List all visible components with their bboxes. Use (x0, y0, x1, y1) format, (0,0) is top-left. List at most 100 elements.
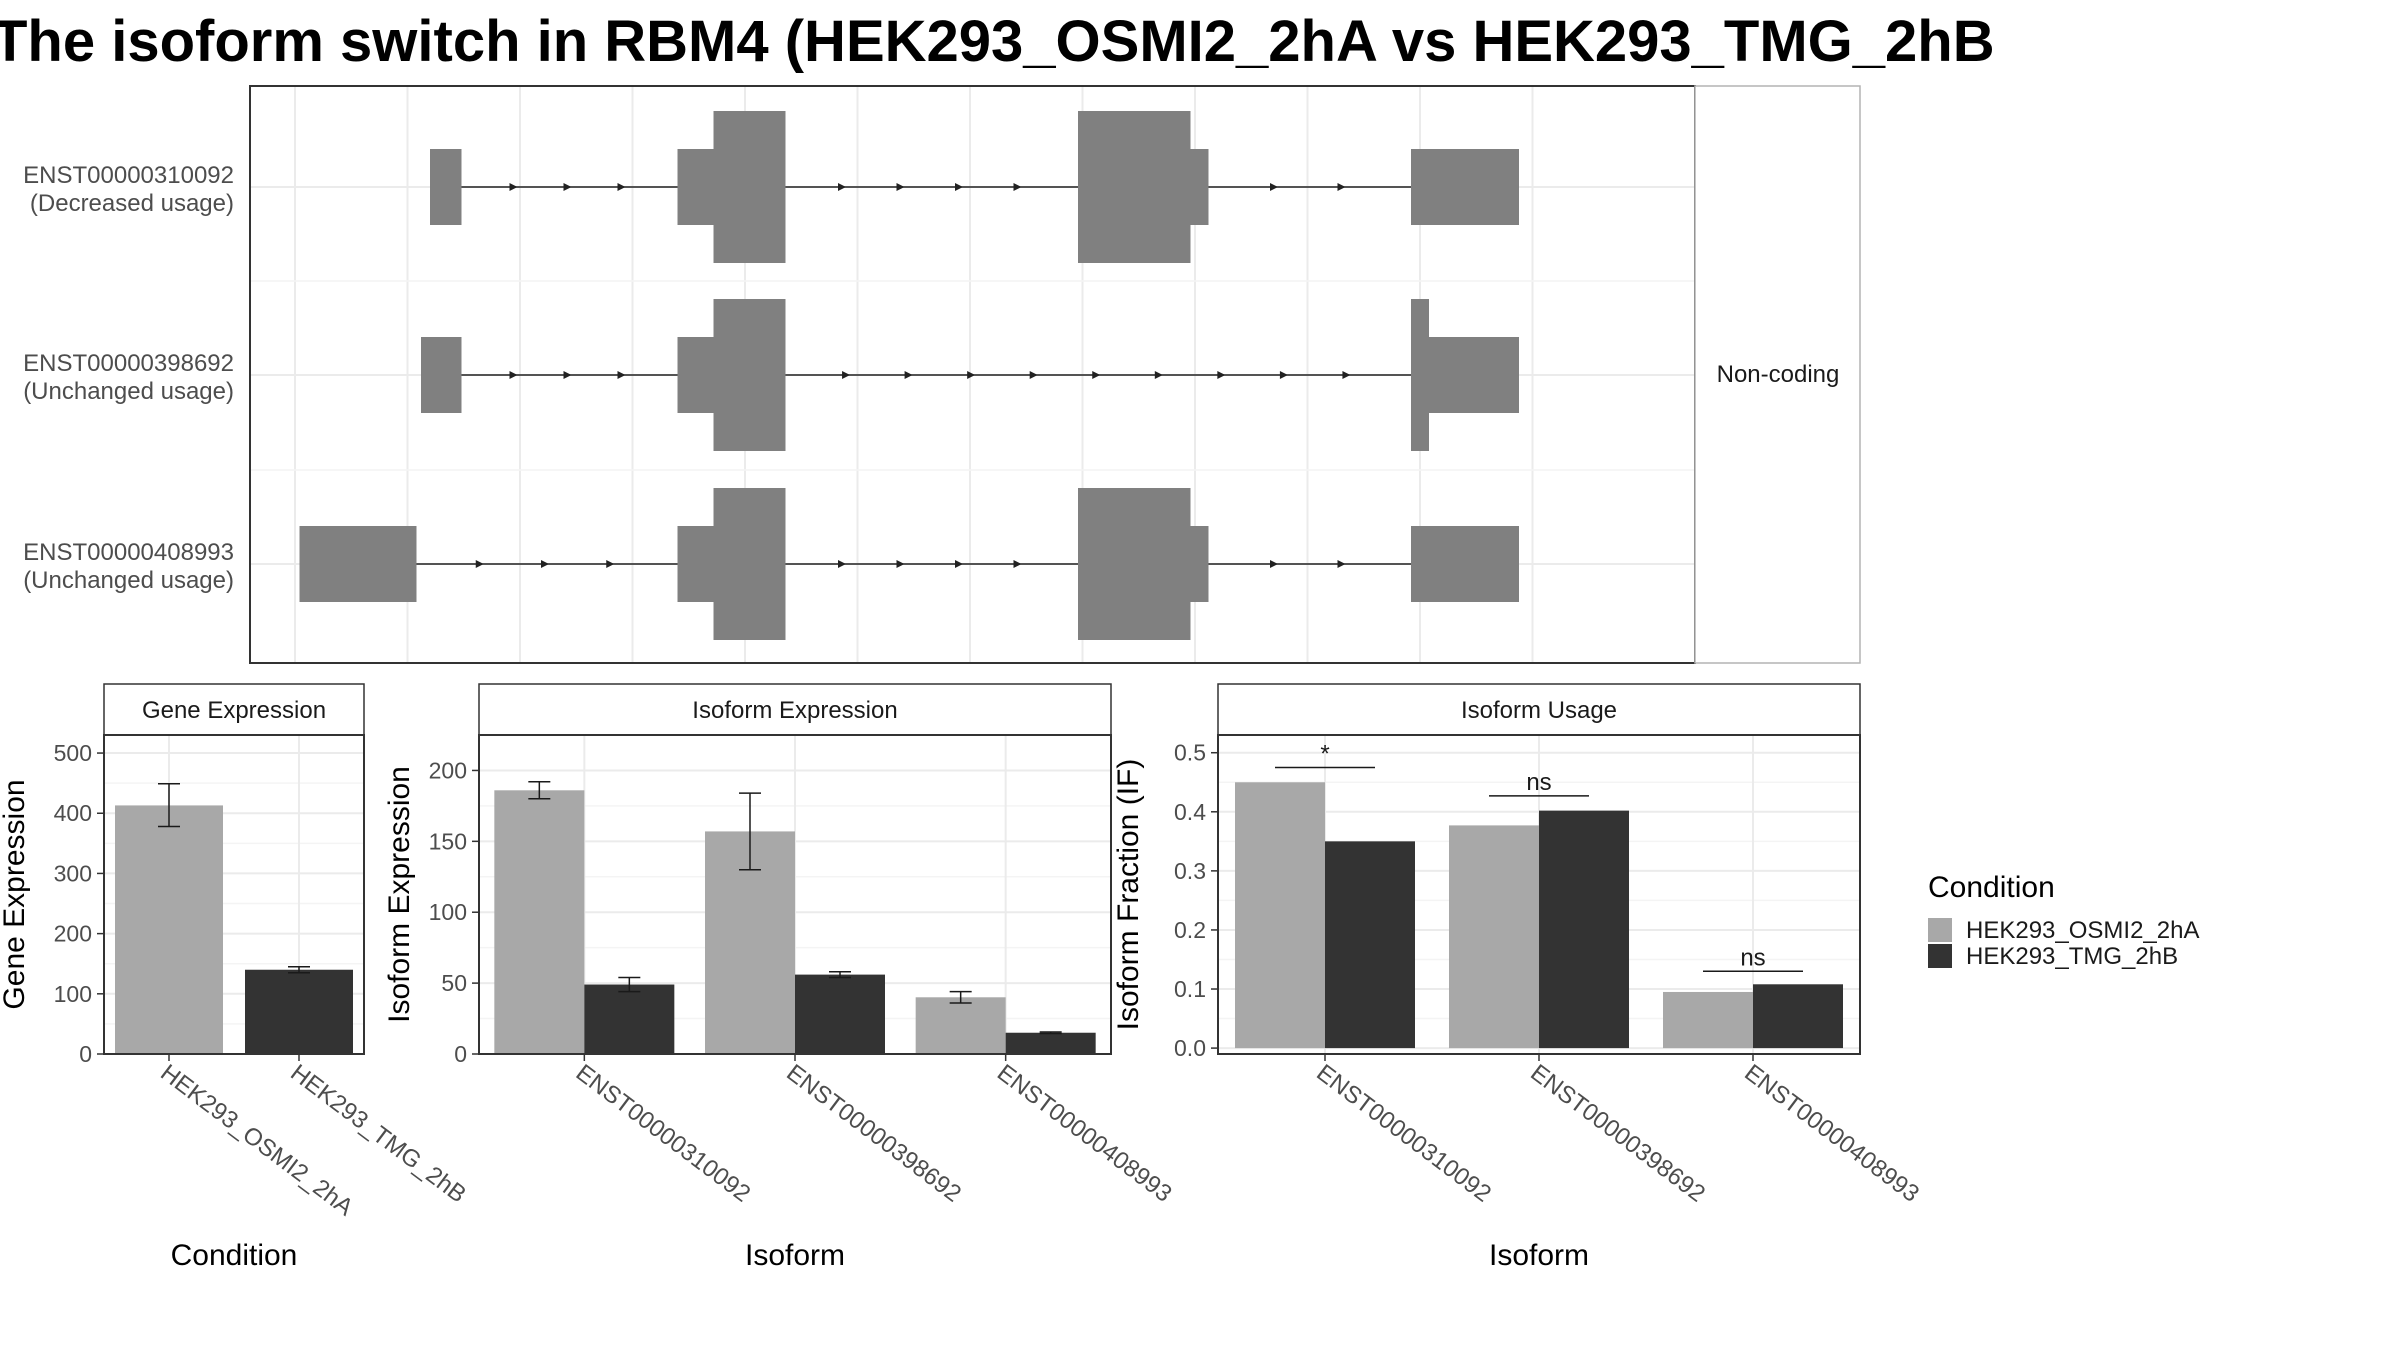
bar (1663, 991, 1753, 1049)
intron-arrow (1270, 183, 1278, 191)
legend-title: Condition (1928, 871, 2055, 904)
intron-arrow (1154, 371, 1163, 379)
legend-label: HEK293_TMG_2hB (1966, 943, 2178, 970)
y-tick-label: 100 (429, 899, 467, 925)
transcript-id-label: ENST00000398692 (23, 350, 234, 377)
bar (1753, 984, 1843, 1049)
legend-swatch (1928, 944, 1952, 968)
intron-arrow (509, 371, 518, 379)
y-axis-title: Gene Expression (0, 779, 31, 1009)
bar (1449, 825, 1539, 1049)
exon-block (1411, 526, 1519, 602)
intron-arrow (1337, 183, 1346, 191)
exon-block (1078, 488, 1191, 640)
intron-arrow (1217, 371, 1226, 379)
intron-arrow (1092, 371, 1101, 379)
bar (115, 805, 223, 1054)
y-tick-label: 0.0 (1174, 1035, 1206, 1061)
y-tick-label: 0 (79, 1041, 92, 1067)
panel-border (478, 734, 1112, 1055)
bar (245, 969, 353, 1054)
exon-block (713, 111, 786, 263)
significance-label: ns (1526, 769, 1551, 796)
intron-arrow (541, 560, 549, 568)
exon-block (677, 337, 714, 413)
transcript-id-label: ENST00000310092 (23, 162, 234, 189)
panel-strip-label: Gene Expression (142, 697, 326, 724)
y-tick-label: 200 (429, 757, 467, 783)
intron-arrow (1337, 560, 1346, 568)
y-tick-label: 0.2 (1174, 917, 1206, 943)
exon-block (677, 149, 714, 225)
x-axis-title: Isoform (745, 1239, 845, 1272)
bar (1235, 782, 1325, 1049)
exon-block (1429, 337, 1519, 413)
panel-strip-label: Isoform Usage (1461, 697, 1617, 724)
intron-arrow (967, 371, 976, 379)
y-tick-label: 150 (429, 828, 467, 854)
x-tick-label: ENST00000408993 (1739, 1059, 1924, 1207)
exon-block (713, 299, 786, 451)
facet-strip-label: Non-coding (1717, 361, 1840, 388)
y-axis-title: Isoform Fraction (IF) (1112, 759, 1145, 1031)
x-tick-label: ENST00000310092 (571, 1059, 756, 1207)
exon-block (713, 488, 786, 640)
intron-arrow (896, 560, 905, 568)
intron-arrow (955, 560, 963, 568)
panel-strip (103, 683, 365, 736)
intron-arrow (617, 183, 626, 191)
exon-block (1411, 299, 1429, 451)
intron-arrow (838, 560, 846, 568)
panel-strip-label: Isoform Expression (692, 697, 897, 724)
transcript-status-label: (Decreased usage) (30, 190, 234, 217)
bar (1539, 810, 1629, 1049)
intron-arrow (1013, 183, 1022, 191)
x-axis-title: Isoform (1489, 1239, 1589, 1272)
y-axis-title: Isoform Expression (383, 766, 416, 1023)
intron-arrow (842, 371, 851, 379)
significance-label: * (1320, 740, 1329, 767)
x-tick-label: ENST00000310092 (1311, 1059, 1496, 1207)
bar (494, 790, 585, 1054)
exon-block (299, 526, 417, 602)
intron-arrow (896, 183, 905, 191)
y-tick-label: 500 (54, 740, 92, 766)
facet-strip (1694, 85, 1861, 664)
intron-arrow (904, 371, 913, 379)
exon-block (421, 337, 462, 413)
y-tick-label: 200 (54, 921, 92, 947)
intron-arrow (563, 371, 572, 379)
y-tick-label: 0 (454, 1041, 467, 1067)
chart-title: The isoform switch in RBM4 (HEK293_OSMI2… (0, 9, 1995, 74)
exon-block (677, 526, 714, 602)
bar (1325, 841, 1415, 1049)
panel-border (1217, 734, 1861, 1055)
bar (1005, 1032, 1096, 1054)
x-tick-label: ENST00000408993 (992, 1059, 1177, 1207)
intron-arrow (1279, 371, 1288, 379)
intron-arrow (1013, 560, 1022, 568)
intron-arrow (1029, 371, 1038, 379)
y-tick-label: 0.3 (1174, 858, 1206, 884)
x-axis-title: Condition (171, 1239, 298, 1272)
legend-label: HEK293_OSMI2_2hA (1966, 917, 2199, 944)
intron-arrow (563, 183, 572, 191)
x-tick-label: ENST00000398692 (781, 1059, 966, 1207)
bar (915, 997, 1006, 1054)
significance-label: ns (1740, 944, 1765, 971)
y-tick-label: 50 (441, 970, 467, 996)
panel-border (103, 734, 365, 1055)
intron-arrow (1270, 560, 1278, 568)
transcript-status-label: (Unchanged usage) (23, 567, 234, 594)
panel-strip (1217, 683, 1861, 736)
intron-arrow (1342, 371, 1351, 379)
intron-arrow (617, 371, 626, 379)
exon-block (1078, 111, 1191, 263)
y-tick-label: 0.5 (1174, 740, 1206, 766)
transcript-id-label: ENST00000408993 (23, 539, 234, 566)
exon-block (1190, 526, 1209, 602)
exon-block (1190, 149, 1209, 225)
exon-block (430, 149, 462, 225)
bar (795, 974, 885, 1054)
